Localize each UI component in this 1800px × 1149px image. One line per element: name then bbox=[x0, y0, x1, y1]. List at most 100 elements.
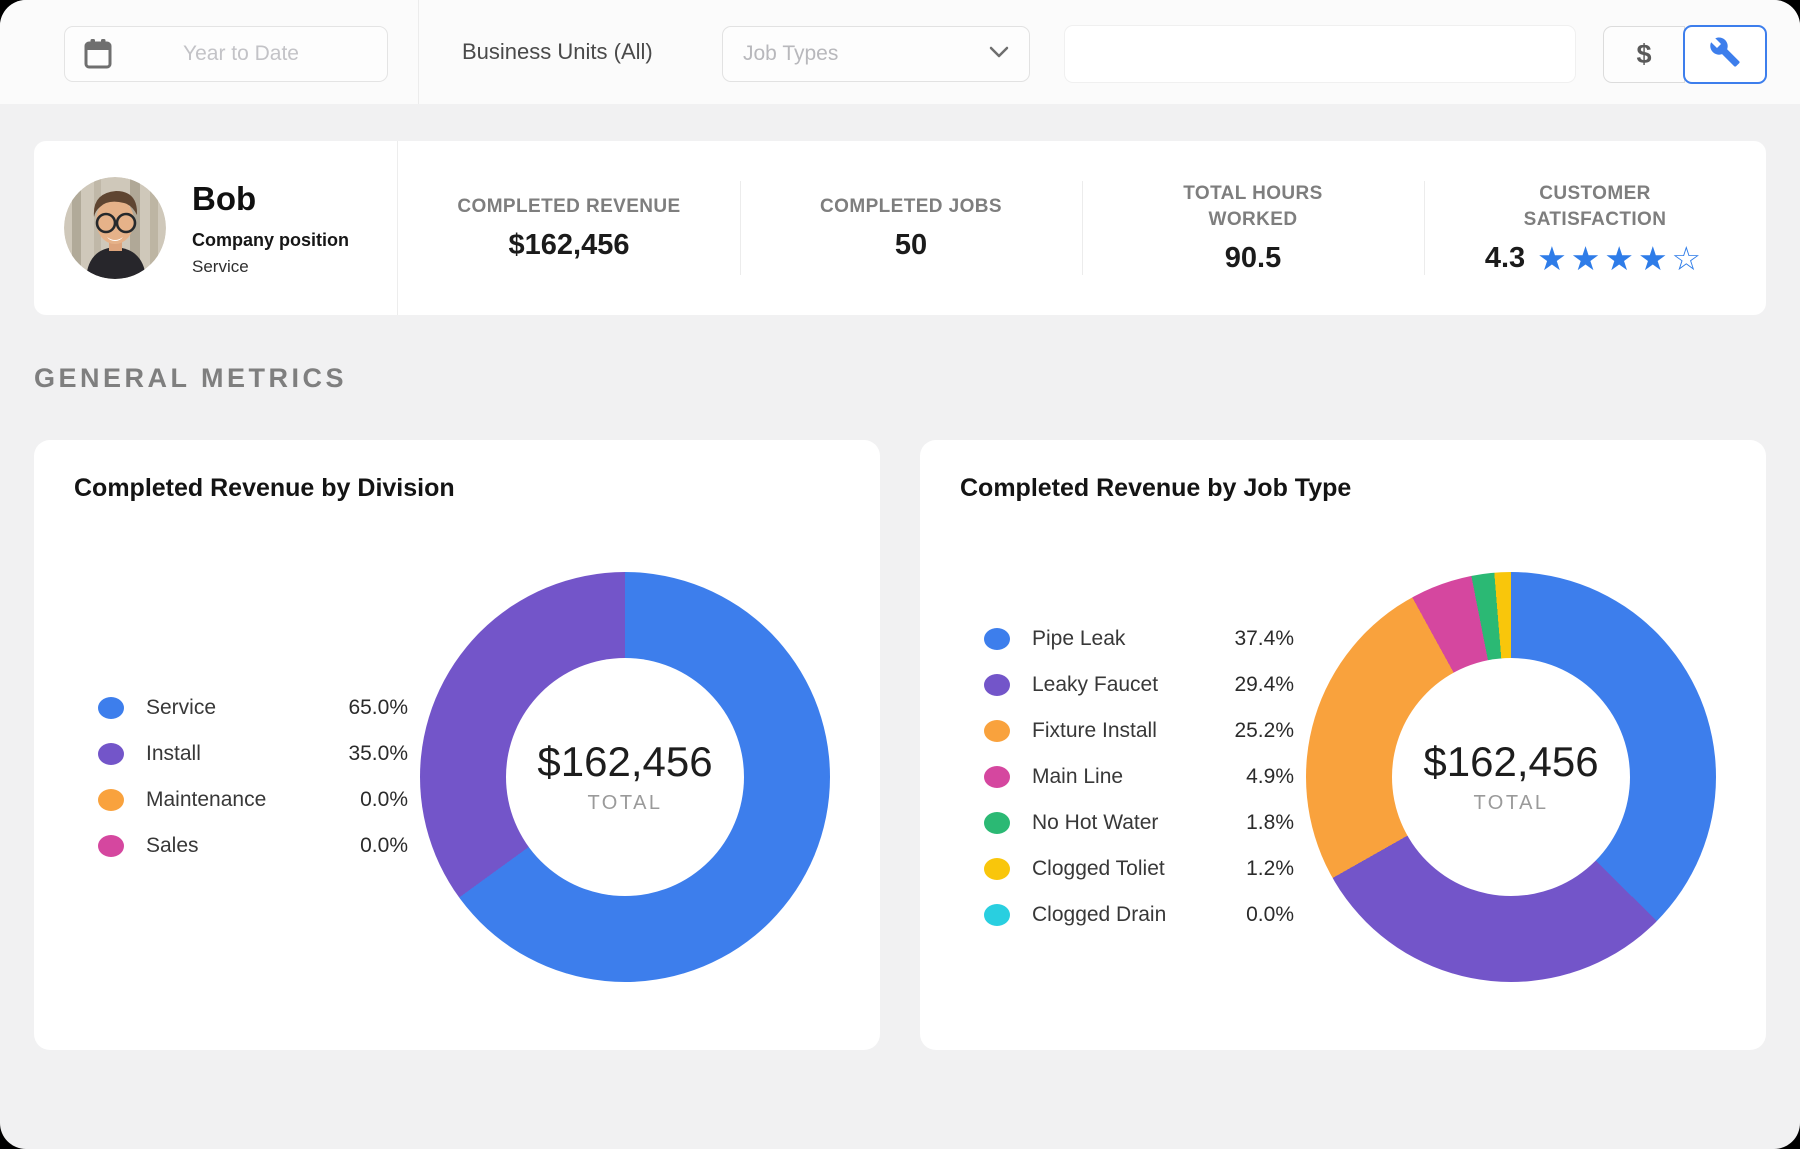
legend-color-dot bbox=[98, 696, 124, 719]
profile-section: Bob Company position Service bbox=[34, 141, 398, 315]
section-title: GENERAL METRICS bbox=[34, 363, 348, 393]
stat-value: $162,456 bbox=[508, 229, 630, 262]
star-filled-icon: ★ bbox=[1604, 240, 1638, 278]
legend-color-dot bbox=[984, 673, 1010, 696]
star-empty-icon: ☆ bbox=[1671, 240, 1706, 278]
job-types-select[interactable]: Job Types bbox=[722, 26, 1030, 82]
avatar bbox=[64, 177, 166, 279]
legend-value: 29.4% bbox=[1234, 672, 1294, 696]
legend-value: 1.8% bbox=[1246, 810, 1294, 834]
legend-value: 37.4% bbox=[1234, 626, 1294, 650]
legend-item: Main Line 4.9% bbox=[984, 765, 1294, 789]
job-types-placeholder: Job Types bbox=[743, 42, 839, 65]
legend-label: Sales bbox=[146, 833, 199, 857]
stat-customer-satisfaction: CUSTOMER SATISFACTION 4.3 ★★★★☆ bbox=[1424, 141, 1766, 315]
legend-item: Install 35.0% bbox=[98, 742, 408, 766]
legend-item: Sales 0.0% bbox=[98, 834, 408, 858]
legend-color-dot bbox=[984, 765, 1010, 788]
legend-value: 0.0% bbox=[1246, 902, 1294, 926]
legend-color-dot bbox=[984, 627, 1010, 650]
legend-item: Clogged Drain 0.0% bbox=[984, 903, 1294, 927]
legend-value: 4.9% bbox=[1246, 764, 1294, 788]
chart-body: Pipe Leak 37.4% Leaky Faucet 29.4% Fixtu… bbox=[944, 503, 1740, 1050]
stats-row: COMPLETED REVENUE $162,456 COMPLETED JOB… bbox=[398, 141, 1766, 315]
legend-label: Main Line bbox=[1032, 764, 1124, 788]
legend-color-dot bbox=[98, 834, 124, 857]
stat-value: 90.5 bbox=[1224, 242, 1282, 275]
stat-label: CUSTOMER SATISFACTION bbox=[1523, 182, 1667, 230]
legend-label: Clogged Drain bbox=[1032, 902, 1167, 926]
profile-position: Company position bbox=[192, 229, 349, 250]
chevron-down-icon bbox=[989, 45, 1009, 63]
currency-mode-button[interactable]: $ bbox=[1603, 26, 1685, 83]
donut-total-value: $162,456 bbox=[537, 738, 713, 785]
business-units-filter[interactable]: Business Units (All) bbox=[462, 39, 653, 64]
filter-toolbar: Year to Date Business Units (All) Job Ty… bbox=[0, 0, 1800, 104]
donut-chart: $162,456 TOTAL bbox=[420, 571, 830, 982]
legend-item: Fixture Install 25.2% bbox=[984, 719, 1294, 743]
legend-item: Leaky Faucet 29.4% bbox=[984, 673, 1294, 697]
stat-label: TOTAL HOURS WORKED bbox=[1183, 182, 1323, 230]
legend-color-dot bbox=[984, 857, 1010, 880]
legend-item: Clogged Toliet 1.2% bbox=[984, 857, 1294, 881]
stat-label: COMPLETED JOBS bbox=[820, 195, 1002, 217]
donut-chart-wrap: $162,456 TOTAL bbox=[1306, 571, 1716, 982]
legend-value: 25.2% bbox=[1234, 718, 1294, 742]
chart-legend: Service 65.0% Install 35.0% Maintenance … bbox=[98, 696, 408, 858]
legend-value: 0.0% bbox=[360, 787, 408, 811]
legend-value: 1.2% bbox=[1246, 856, 1294, 880]
chart-card-revenue-by-job-type: Completed Revenue by Job Type Pipe Leak … bbox=[920, 440, 1766, 1050]
legend-color-dot bbox=[98, 742, 124, 765]
profile-info: Bob Company position Service bbox=[192, 180, 349, 277]
wrench-icon bbox=[1709, 36, 1741, 73]
profile-division: Service bbox=[192, 256, 249, 276]
stat-completed-revenue: COMPLETED REVENUE $162,456 bbox=[398, 141, 740, 315]
star-rating: ★★★★☆ bbox=[1537, 242, 1705, 275]
legend-color-dot bbox=[984, 719, 1010, 742]
rating-row: 4.3 ★★★★☆ bbox=[1485, 242, 1705, 275]
donut-chart-wrap: $162,456 TOTAL bbox=[420, 571, 830, 982]
rating-value: 4.3 bbox=[1484, 242, 1526, 275]
chart-body: Service 65.0% Install 35.0% Maintenance … bbox=[58, 503, 854, 1050]
calendar-icon bbox=[83, 38, 113, 70]
legend-value: 0.0% bbox=[360, 833, 408, 857]
star-filled-icon: ★ bbox=[1537, 240, 1571, 278]
donut-total-value: $162,456 bbox=[1423, 738, 1599, 785]
legend-item: No Hot Water 1.8% bbox=[984, 811, 1294, 835]
legend-item: Pipe Leak 37.4% bbox=[984, 627, 1294, 651]
legend-label: Fixture Install bbox=[1032, 718, 1157, 742]
date-range-picker[interactable]: Year to Date bbox=[64, 26, 388, 82]
legend-label: Clogged Toliet bbox=[1032, 856, 1165, 880]
legend-label: Maintenance bbox=[146, 787, 267, 811]
legend-item: Service 65.0% bbox=[98, 696, 408, 720]
legend-label: Leaky Faucet bbox=[1032, 672, 1159, 696]
stat-value: 50 bbox=[894, 229, 928, 262]
donut-center: $162,456 TOTAL bbox=[1392, 657, 1630, 896]
stat-total-hours: TOTAL HOURS WORKED 90.5 bbox=[1082, 141, 1424, 315]
dollar-icon: $ bbox=[1636, 39, 1652, 69]
stat-completed-jobs: COMPLETED JOBS 50 bbox=[740, 141, 1082, 315]
chart-title: Completed Revenue by Division bbox=[74, 474, 455, 502]
main-content: Bob Company position Service COMPLETED R… bbox=[0, 141, 1800, 1050]
jobs-mode-button[interactable] bbox=[1683, 25, 1767, 84]
legend-label: No Hot Water bbox=[1032, 810, 1159, 834]
legend-color-dot bbox=[984, 811, 1010, 834]
search-input[interactable] bbox=[1064, 25, 1576, 83]
summary-card: Bob Company position Service COMPLETED R… bbox=[34, 141, 1766, 315]
legend-item: Maintenance 0.0% bbox=[98, 788, 408, 812]
donut-center: $162,456 TOTAL bbox=[506, 657, 744, 896]
charts-row: Completed Revenue by Division Service 65… bbox=[34, 440, 1766, 1050]
profile-name: Bob bbox=[192, 179, 257, 217]
legend-color-dot bbox=[984, 903, 1010, 926]
star-filled-icon: ★ bbox=[1570, 240, 1605, 278]
stat-label: COMPLETED REVENUE bbox=[457, 195, 681, 217]
legend-label: Pipe Leak bbox=[1032, 626, 1126, 650]
chart-title: Completed Revenue by Job Type bbox=[960, 474, 1352, 502]
donut-total-label: TOTAL bbox=[1473, 792, 1549, 814]
legend-color-dot bbox=[98, 788, 124, 811]
chart-card-revenue-by-division: Completed Revenue by Division Service 65… bbox=[34, 440, 880, 1050]
legend-label: Install bbox=[146, 741, 201, 765]
legend-value: 65.0% bbox=[348, 695, 408, 719]
donut-chart: $162,456 TOTAL bbox=[1306, 571, 1716, 982]
